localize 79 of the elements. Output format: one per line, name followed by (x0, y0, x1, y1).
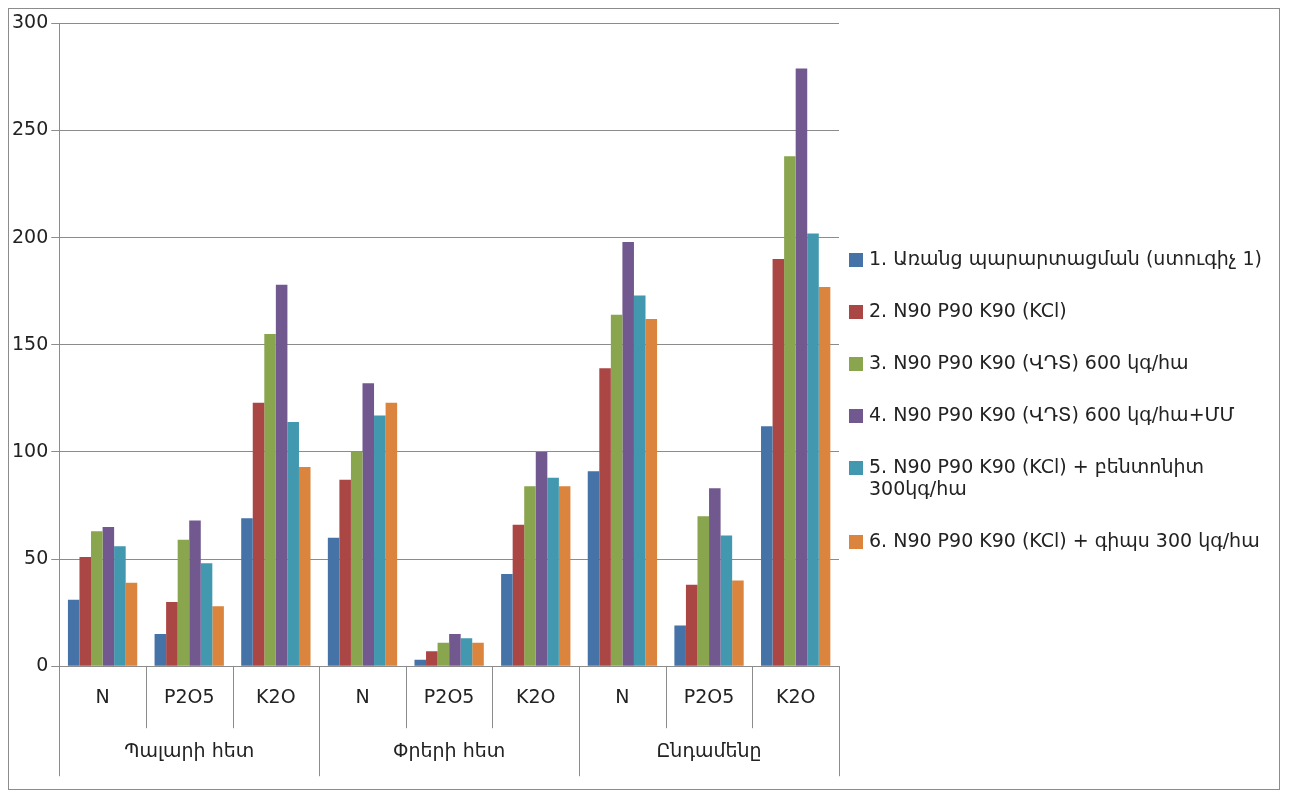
bar (587, 471, 600, 666)
bar (114, 546, 126, 666)
x-tick-label: P2O5 (423, 684, 475, 707)
bar (501, 574, 513, 666)
legend-label: 2. N90 P90 K90 (KCl) (869, 299, 1067, 321)
x-tick-label: N (615, 684, 630, 707)
x-tick-label: K2O (256, 684, 296, 707)
bar (633, 295, 646, 666)
bar (327, 537, 340, 666)
bar (437, 642, 450, 666)
text: Ընդամենը (656, 739, 762, 762)
bar (362, 383, 375, 666)
bar (166, 601, 178, 666)
bar (512, 524, 525, 666)
text: Պալարի հետ (124, 739, 255, 762)
bar (460, 638, 473, 666)
y-tick-label: 150 (12, 331, 49, 354)
bar (154, 634, 167, 666)
bar (772, 259, 785, 666)
y-tick-label: 300 (12, 10, 49, 33)
x-tick-label: P2O5 (683, 684, 735, 707)
bar (709, 488, 721, 666)
bar (732, 580, 744, 666)
bar (350, 451, 363, 666)
bar (645, 319, 658, 666)
bar (558, 486, 571, 666)
bar (807, 233, 819, 666)
bar (125, 582, 138, 666)
legend-label: 4. N90 P90 K90 (ՎԴՏ) 600 կգ/հա+ՄՄ (869, 403, 1235, 425)
bar (547, 477, 559, 666)
x-tick-label: P2O5 (163, 684, 215, 707)
bar (339, 479, 351, 666)
bar (102, 526, 115, 666)
bar (795, 68, 808, 666)
bar (252, 402, 265, 666)
bar (524, 486, 536, 666)
text: Փրերի հետ (393, 739, 506, 762)
bar (535, 451, 548, 666)
bar (414, 659, 427, 666)
y-tick-label: 50 (24, 546, 49, 568)
bar (784, 156, 796, 666)
bar (720, 535, 733, 666)
bar (472, 642, 484, 666)
y-tick-label: 100 (12, 438, 49, 461)
bar (374, 415, 386, 666)
x-tick-label: N (355, 684, 370, 707)
bar (212, 606, 224, 666)
bar (622, 241, 634, 666)
bar (674, 625, 686, 666)
bar (298, 466, 311, 666)
x-tick-label: N (95, 684, 110, 707)
bar (67, 599, 80, 666)
y-tick-label: 250 (12, 117, 49, 140)
legend-label: 1. Առանց պարարտացման (ստուգիչ 1) (869, 247, 1262, 269)
bar (818, 286, 831, 666)
bar (287, 421, 299, 666)
bar (449, 634, 461, 666)
bar (177, 539, 190, 666)
legend-label: 6. N90 P90 K90 (KCl) + գիպս 300 կգ/հա (869, 529, 1260, 551)
bar (610, 314, 623, 666)
bar (761, 426, 773, 666)
bar (685, 584, 698, 666)
bar (385, 402, 398, 666)
bar (275, 284, 288, 666)
bar (599, 368, 611, 666)
bar (426, 651, 438, 666)
x-tick-label: K2O (516, 684, 556, 707)
legend-label: 3. N90 P90 K90 (ՎԴՏ) 600 կգ/հա (869, 351, 1189, 373)
bar (79, 556, 92, 666)
bar (91, 531, 103, 666)
y-tick-label: 200 (12, 224, 49, 247)
bar (189, 520, 201, 666)
bar (241, 518, 253, 666)
y-tick-label: 0 (36, 653, 49, 676)
bar (200, 563, 213, 666)
legend-label: 5. N90 P90 K90 (KCl) + բենտոնիտ 300կգ/հա (869, 455, 1205, 499)
bar (264, 334, 276, 666)
x-tick-label: K2O (775, 684, 816, 707)
bar (697, 516, 710, 666)
